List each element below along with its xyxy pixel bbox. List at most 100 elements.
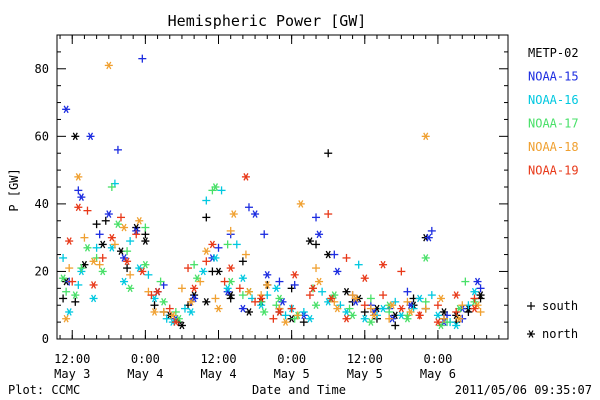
star-stroke (176, 314, 182, 323)
star-stroke (151, 294, 158, 303)
star-stroke (404, 314, 411, 323)
point-noaa-17-south (208, 186, 217, 195)
point-metp-02-south (71, 297, 80, 306)
star-stroke (426, 233, 432, 242)
star-stroke (87, 132, 94, 141)
point-metp-02-south (299, 318, 308, 327)
star-stroke (246, 308, 252, 316)
legend-marker-south (527, 302, 535, 310)
point-noaa-19-south (202, 257, 211, 266)
star-stroke (362, 274, 368, 283)
point-metp-02-south (141, 230, 150, 239)
point-noaa-15-south (476, 284, 485, 293)
point-metp-02-south (391, 321, 400, 330)
star-stroke (63, 105, 69, 114)
point-noaa-18-north (333, 304, 342, 313)
point-noaa-16-south (354, 260, 363, 269)
point-noaa-18-south (226, 226, 235, 235)
star-stroke (121, 223, 127, 232)
point-noaa-16-north (199, 267, 208, 276)
point-noaa-19-south (287, 304, 296, 313)
point-noaa-19-south (305, 291, 314, 300)
point-noaa-18-north (214, 304, 223, 313)
star-stroke (282, 318, 289, 326)
star-stroke (374, 304, 380, 313)
point-metp-02-south (92, 220, 101, 229)
star-stroke (343, 308, 350, 316)
point-noaa-19-south (397, 267, 406, 276)
point-noaa-17-south (345, 304, 354, 313)
star-stroke (471, 304, 478, 313)
star-stroke (474, 301, 481, 310)
point-noaa-15-south (312, 213, 321, 222)
point-metp-02-south (360, 307, 369, 316)
point-noaa-16-north (223, 284, 232, 293)
star-stroke (228, 264, 234, 272)
star-stroke (136, 264, 142, 272)
point-noaa-17-south (156, 277, 165, 286)
star-stroke (353, 294, 359, 303)
x-tick-time-label: 12:00 (200, 352, 236, 366)
point-noaa-18-north (202, 247, 211, 256)
point-noaa-17-north (348, 311, 357, 320)
x-axis-label: Date and Time (252, 383, 346, 397)
point-noaa-19-north (308, 284, 317, 293)
point-noaa-18-north (89, 257, 98, 266)
star-stroke (84, 243, 91, 252)
star-stroke (66, 308, 72, 316)
star-stroke (362, 314, 368, 323)
star-stroke (398, 304, 404, 313)
point-noaa-19-north (208, 240, 217, 249)
point-noaa-18-north (281, 318, 290, 326)
star-stroke (188, 298, 194, 306)
point-noaa-18-south (476, 307, 485, 316)
star-stroke (203, 298, 209, 306)
point-noaa-16-south (180, 304, 189, 313)
star-stroke (453, 291, 459, 299)
point-noaa-15-south (74, 186, 83, 195)
point-noaa-19-south (324, 210, 333, 219)
star-stroke (124, 257, 130, 266)
point-noaa-16-north (89, 294, 98, 303)
point-noaa-15-north (315, 230, 324, 239)
point-noaa-18-north (62, 314, 71, 323)
star-stroke (435, 311, 441, 320)
star-stroke (389, 301, 395, 310)
point-noaa-15-north (190, 294, 199, 303)
point-noaa-16-north (135, 264, 144, 272)
point-noaa-17-south (171, 307, 180, 316)
point-noaa-18-south (80, 233, 89, 242)
star-stroke (380, 260, 386, 269)
point-noaa-17-south (461, 277, 470, 286)
star-stroke (343, 314, 350, 323)
point-noaa-15-north (86, 132, 95, 141)
point-noaa-19-south (269, 314, 278, 323)
star-stroke (188, 308, 194, 316)
star-stroke (474, 277, 481, 286)
point-noaa-19-south (68, 277, 77, 286)
point-noaa-18-south (458, 301, 467, 310)
star-stroke (81, 260, 87, 269)
star-stroke (91, 257, 97, 266)
point-noaa-15-north (473, 277, 482, 286)
point-metp-02-north (202, 298, 211, 306)
point-noaa-18-north (120, 223, 129, 232)
x-tick-date-label: May 6 (420, 367, 456, 381)
star-stroke (453, 321, 459, 330)
point-noaa-19-south (83, 206, 92, 215)
y-tick-label: 20 (35, 264, 49, 278)
point-metp-02-north (305, 237, 314, 245)
point-noaa-18-north (296, 200, 305, 208)
point-noaa-17-south (77, 264, 86, 273)
star-stroke (423, 254, 429, 262)
point-noaa-19-north (153, 287, 162, 296)
point-noaa-17-north (126, 284, 135, 293)
star-stroke (298, 200, 304, 208)
point-noaa-19-south (342, 253, 351, 262)
plot-timestamp: 2011/05/06 09:35:07 (455, 383, 592, 397)
x-tick-date-label: May 5 (274, 367, 310, 381)
point-noaa-19-south (220, 277, 229, 286)
point-metp-02-north (226, 291, 235, 299)
